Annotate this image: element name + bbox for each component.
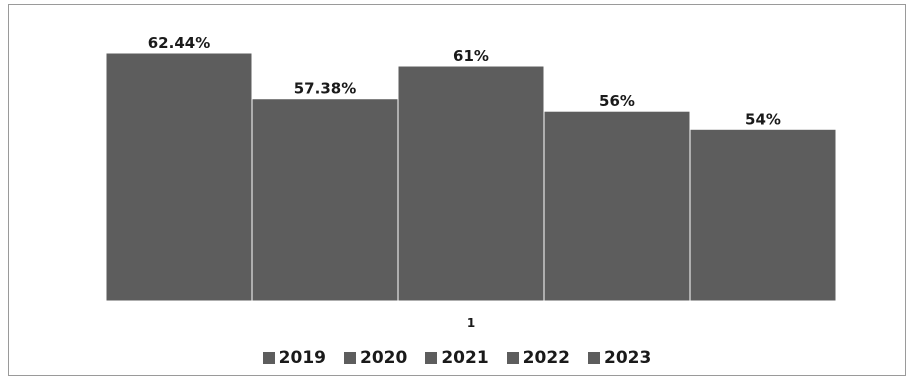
legend-item-2020: 2020 — [344, 348, 407, 368]
legend-swatch — [344, 352, 356, 364]
legend-item-2023: 2023 — [587, 348, 652, 368]
x-tick-label: 1 — [467, 316, 475, 330]
legend-label: 2020 — [360, 348, 408, 368]
bar-2022 — [543, 110, 691, 302]
bar-2023 — [689, 128, 837, 302]
bar-chart: 62.44% 57.38% 61% 56% 54% 1 — [105, 34, 837, 330]
legend-swatch — [506, 352, 519, 364]
legend-label: 2021 — [441, 348, 489, 368]
bar-2020 — [251, 98, 399, 302]
legend-swatch — [587, 352, 600, 364]
legend-label: 2022 — [522, 348, 570, 368]
chart-frame: 62.44% 57.38% 61% 56% 54% 1 2019 2020 2021 20… — [8, 4, 906, 376]
legend: 2019 2020 2021 2022 2023 — [9, 348, 905, 368]
legend-swatch — [262, 352, 275, 364]
data-label-2022: 56% — [599, 92, 635, 110]
data-label-2020: 57.38% — [294, 80, 356, 98]
data-label-2019: 62.44% — [148, 34, 210, 52]
data-label-2023: 54% — [745, 110, 781, 128]
legend-item-2022: 2022 — [506, 348, 570, 368]
bar-2021 — [397, 65, 545, 302]
legend-label: 2023 — [603, 348, 652, 368]
legend-label: 2019 — [278, 348, 326, 368]
bar-2019 — [105, 52, 253, 302]
data-label-2021: 61% — [453, 47, 489, 65]
legend-item-2021: 2021 — [425, 348, 489, 368]
legend-swatch — [425, 352, 438, 364]
legend-item-2019: 2019 — [262, 348, 326, 368]
